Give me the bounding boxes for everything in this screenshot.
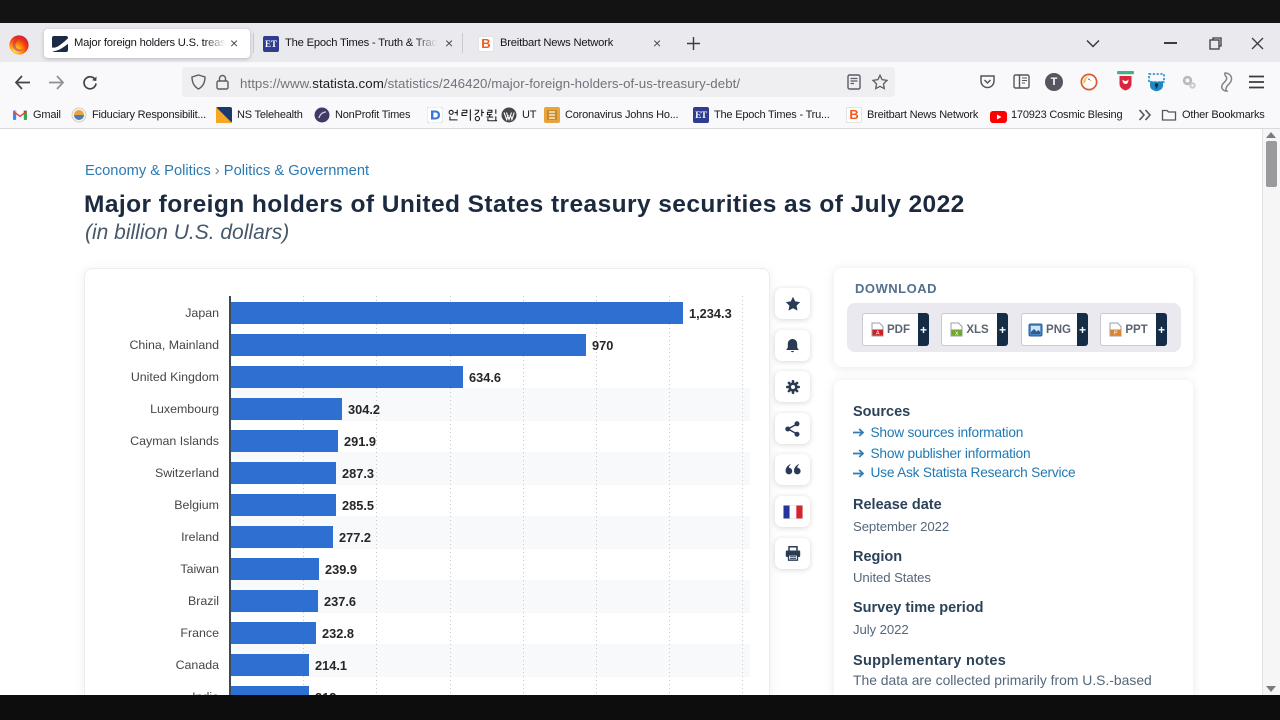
svg-text:x: x	[955, 330, 959, 337]
svg-text:P: P	[1114, 331, 1118, 337]
svg-text:A: A	[876, 331, 880, 337]
